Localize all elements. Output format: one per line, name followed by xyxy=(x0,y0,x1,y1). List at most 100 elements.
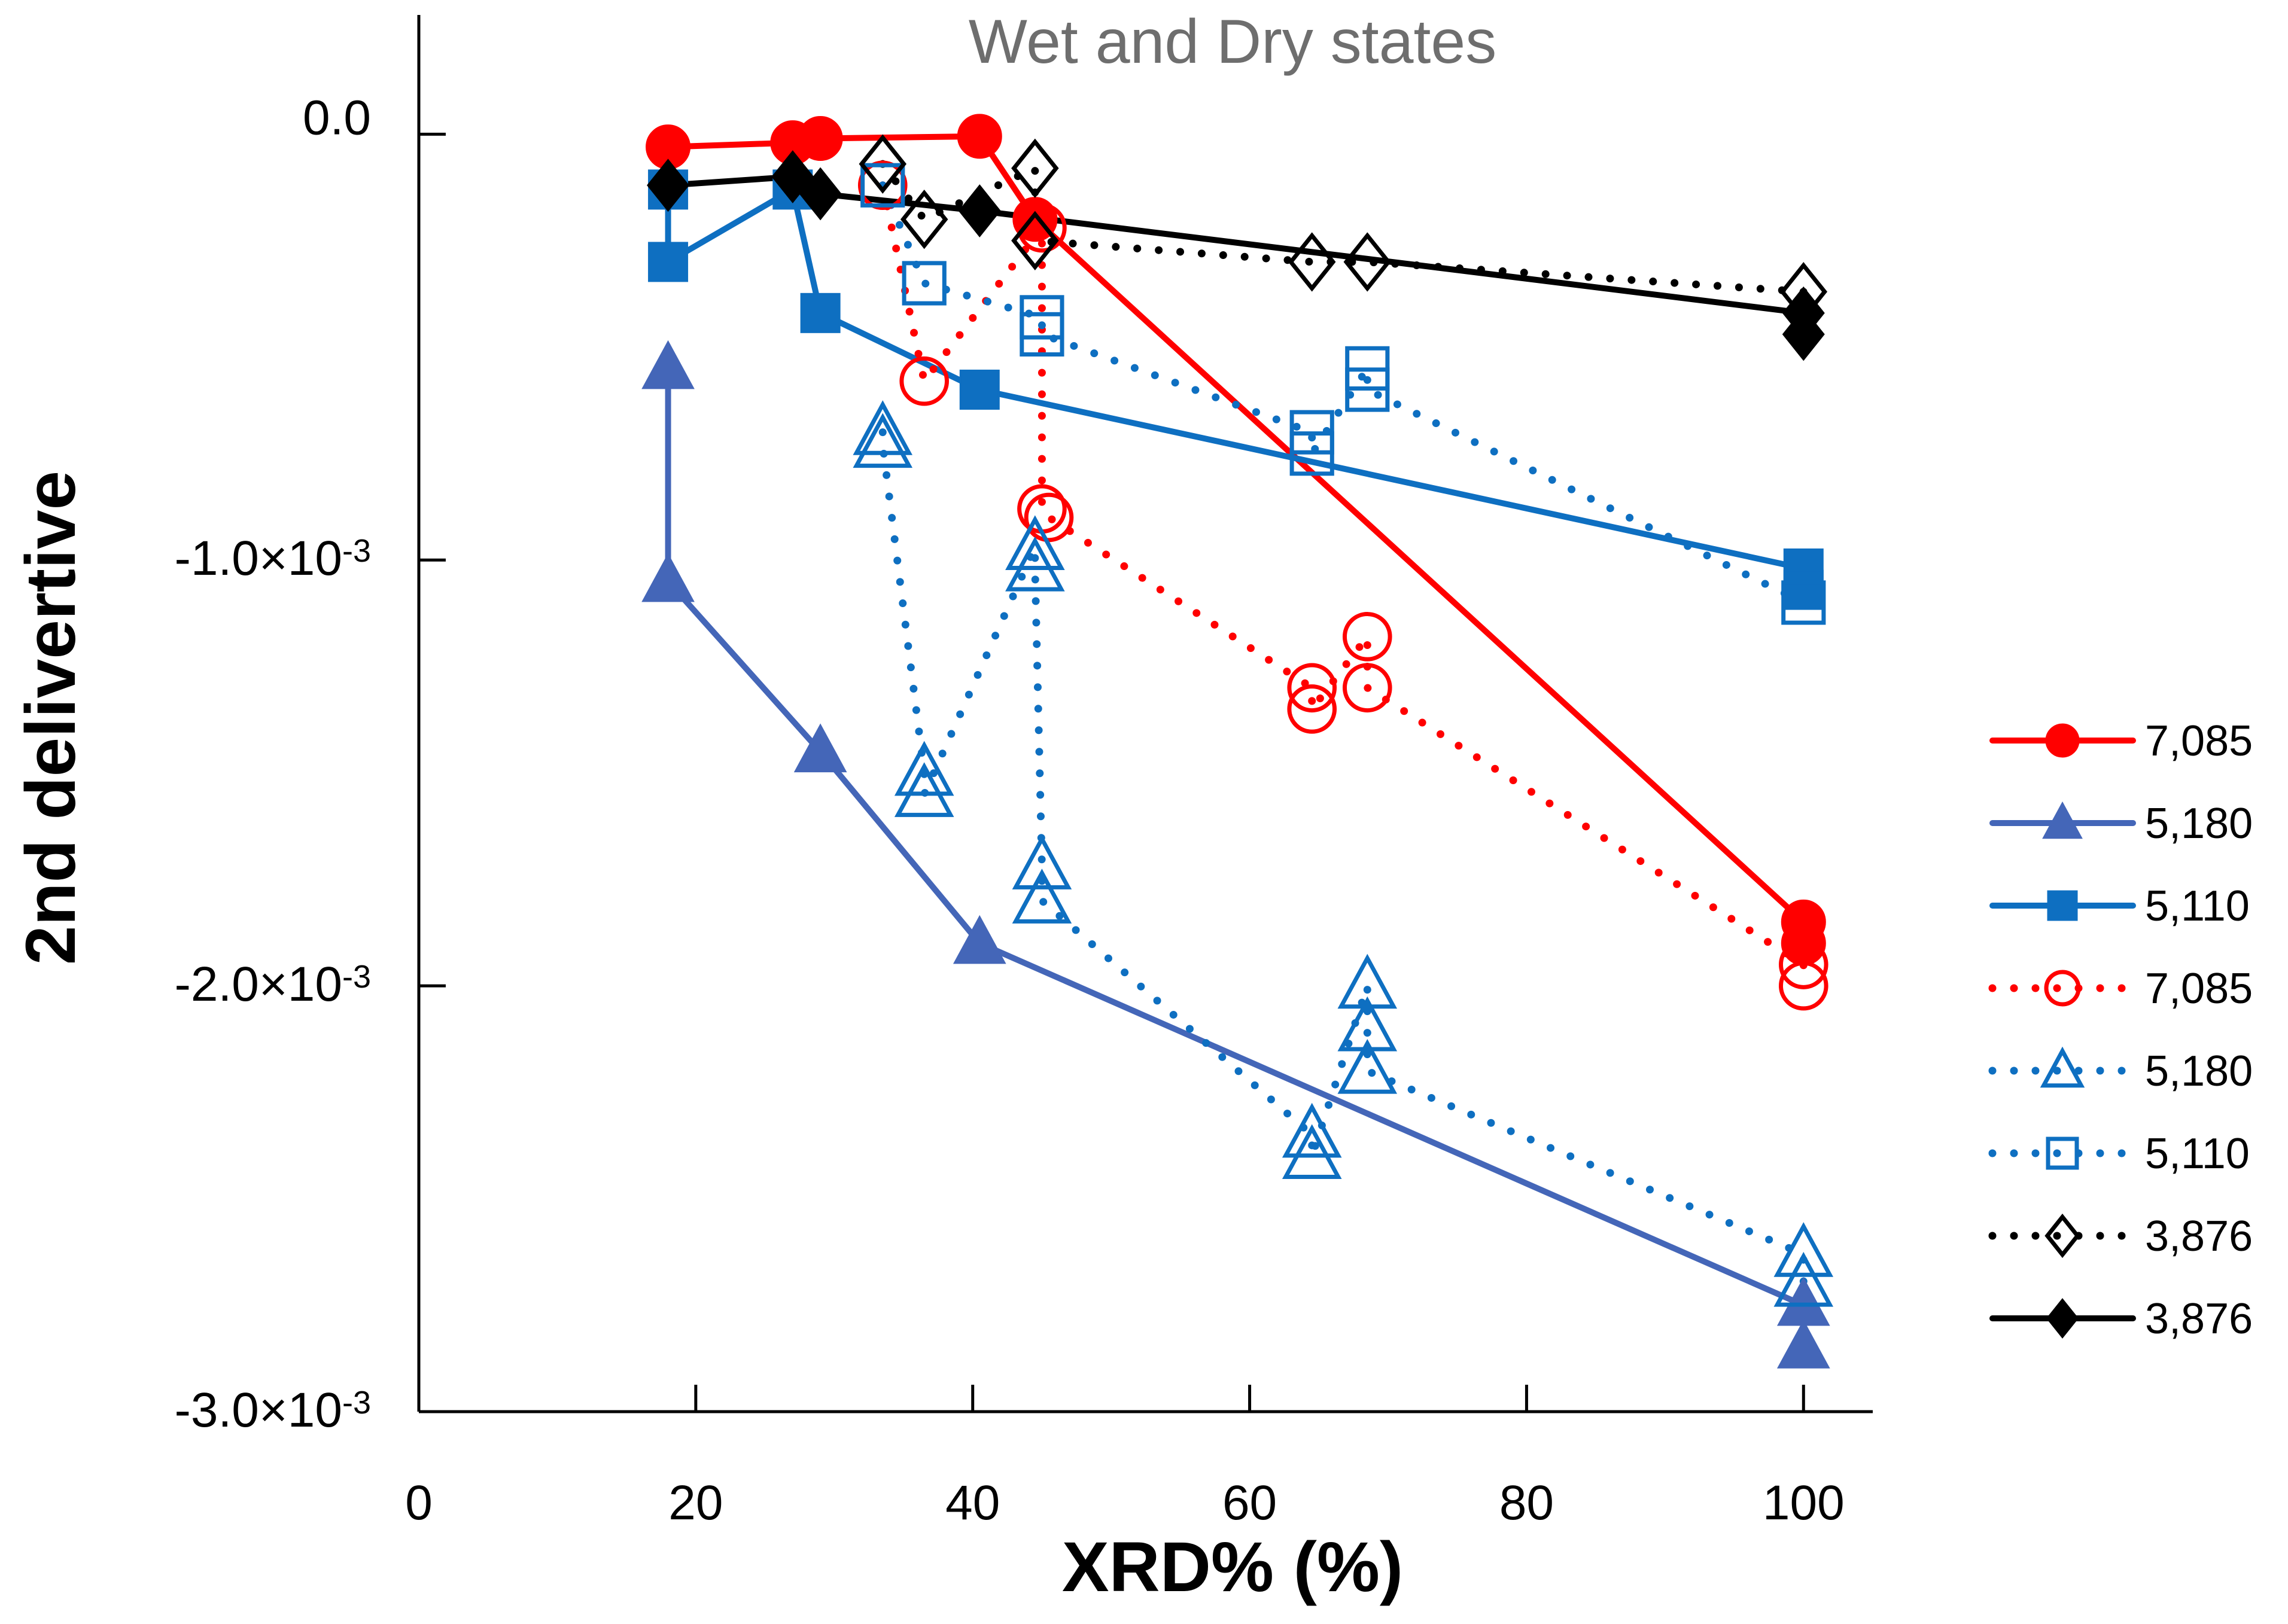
data-point xyxy=(1342,612,1392,662)
data-point xyxy=(894,741,954,796)
data-point xyxy=(647,159,690,212)
data-point xyxy=(1337,996,1398,1052)
series-line xyxy=(878,181,1808,990)
data-point xyxy=(1287,684,1337,734)
x-tick-label: 60 xyxy=(1222,1476,1277,1530)
data-point xyxy=(1337,953,1398,1009)
data-point xyxy=(1017,203,1067,253)
legend-label: 3,876 xyxy=(2145,1295,2253,1343)
data-point xyxy=(1773,1251,1834,1307)
data-point xyxy=(857,160,908,211)
legend-label: 3,876 xyxy=(2145,1212,2253,1260)
x-axis-ticks: 0 20 40 60 80 100 xyxy=(405,1385,1845,1530)
legend-marker xyxy=(2042,801,2083,839)
y-axis-ticks: 0.0 -1.0×10-3 -2.0×10-3 -3.0×10-3 xyxy=(175,90,446,1437)
legend-label: 5,180 xyxy=(2145,800,2253,848)
legend-label: 5,110 xyxy=(2145,1130,2250,1178)
data-point xyxy=(1011,211,1059,271)
data-point xyxy=(1289,431,1334,476)
data-point xyxy=(859,134,907,194)
plot-markers xyxy=(641,114,1834,1369)
data-point xyxy=(1782,307,1825,361)
data-point xyxy=(648,242,689,282)
data-point xyxy=(1778,940,1828,989)
data-point xyxy=(1783,569,1824,610)
legend-marker xyxy=(2047,890,2078,921)
legend-marker xyxy=(2040,1046,2085,1088)
legend-item: 5,110 xyxy=(1989,882,2250,930)
data-point xyxy=(1012,869,1072,924)
data-point xyxy=(1012,834,1072,889)
data-point xyxy=(1776,1320,1830,1369)
data-point xyxy=(1288,232,1336,292)
data-point xyxy=(793,723,847,773)
data-point xyxy=(953,915,1006,964)
legend-label: 7,085 xyxy=(2145,717,2253,765)
x-axis-label: XRD% (%) xyxy=(1062,1528,1403,1607)
series-line xyxy=(878,181,1808,607)
legend-label: 5,180 xyxy=(2145,1047,2253,1095)
data-point xyxy=(771,150,814,203)
legend-item: 7,085 xyxy=(1989,717,2253,765)
legend-item: 5,180 xyxy=(1989,800,2253,848)
legend-marker xyxy=(2044,1213,2080,1259)
data-point xyxy=(1342,663,1392,713)
series-line xyxy=(665,133,1807,946)
data-point xyxy=(899,356,950,406)
x-tick-label: 0 xyxy=(405,1476,433,1530)
chart-title: Wet and Dry states xyxy=(969,7,1496,77)
legend-label: 5,110 xyxy=(2145,882,2250,930)
legend-marker xyxy=(2044,970,2081,1007)
data-point xyxy=(900,190,948,249)
data-point xyxy=(1011,138,1059,198)
data-point xyxy=(853,400,913,455)
data-point xyxy=(853,413,913,468)
legend-marker xyxy=(2046,1298,2079,1339)
series-line xyxy=(878,428,1808,1288)
data-point xyxy=(958,184,1001,237)
legend-item: 3,876 xyxy=(1989,1295,2253,1343)
legend-marker xyxy=(2045,723,2080,758)
legend-item: 5,180 xyxy=(1988,1046,2253,1095)
y-axis-label: 2nd delivertive xyxy=(11,471,90,965)
data-point xyxy=(1781,580,1826,625)
legend-marker xyxy=(2046,1137,2079,1170)
data-point xyxy=(1773,1222,1834,1277)
data-point xyxy=(1005,515,1065,571)
data-point xyxy=(1287,663,1337,713)
y-tick-label: -3.0×10-3 xyxy=(175,1383,371,1437)
data-point xyxy=(1005,536,1065,592)
data-point xyxy=(1024,492,1074,543)
legend: 7,085 5,180 5,110 7,085 5,180 5,110 3,876 3,876 xyxy=(1988,717,2253,1343)
y-tick-label: -2.0×10-3 xyxy=(175,957,371,1011)
y-tick-label: -1.0×10-3 xyxy=(175,531,371,586)
data-point xyxy=(1337,1038,1398,1094)
data-point xyxy=(1343,232,1392,292)
series-line xyxy=(665,186,1807,593)
data-point xyxy=(1020,312,1064,357)
legend-label: 7,085 xyxy=(2145,965,2253,1013)
x-tick-label: 20 xyxy=(668,1476,723,1530)
data-point xyxy=(799,167,842,221)
data-point xyxy=(902,261,947,306)
x-tick-label: 100 xyxy=(1763,1476,1845,1530)
x-tick-label: 80 xyxy=(1499,1476,1554,1530)
data-point xyxy=(641,553,695,602)
data-point xyxy=(1778,961,1828,1011)
data-point xyxy=(1345,367,1390,412)
legend-item: 5,110 xyxy=(1988,1130,2250,1178)
x-tick-label: 40 xyxy=(945,1476,1000,1530)
data-point xyxy=(800,292,841,333)
data-point xyxy=(1282,1124,1342,1180)
data-point xyxy=(641,340,695,389)
data-point xyxy=(957,114,1002,159)
series-line xyxy=(665,365,1807,1351)
data-point xyxy=(959,369,1000,410)
legend-item: 7,085 xyxy=(1988,965,2253,1013)
data-point xyxy=(798,115,843,161)
data-point xyxy=(894,762,954,817)
legend-item: 3,876 xyxy=(1988,1212,2253,1260)
data-point xyxy=(1282,1102,1342,1158)
y-tick-label: 0.0 xyxy=(303,90,371,145)
